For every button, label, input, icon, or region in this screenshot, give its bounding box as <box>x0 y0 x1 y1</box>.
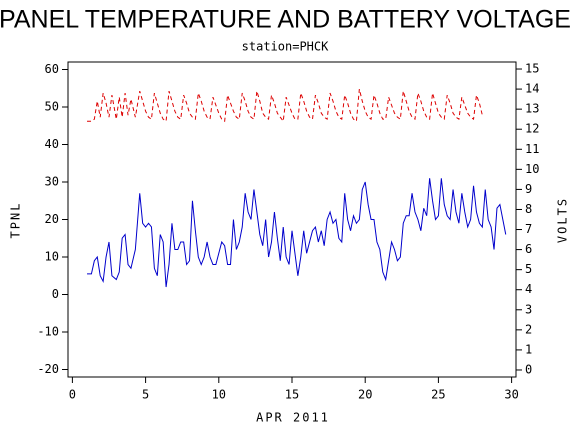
x-tick-label: 5 <box>142 388 149 402</box>
y2-tick-label: 1 <box>525 342 532 356</box>
y2-axis-label: VOLTS <box>556 197 570 243</box>
y-tick-label: -20 <box>37 362 59 376</box>
y2-tick-label: 8 <box>525 202 532 216</box>
x-axis-label: APR 2011 <box>256 411 330 425</box>
y2-tick-label: 15 <box>525 62 539 76</box>
y2-tick-label: 12 <box>525 122 539 136</box>
y2-tick-label: 2 <box>525 322 532 336</box>
y2-tick-label: 3 <box>525 302 532 316</box>
y-tick-label: 60 <box>45 62 59 76</box>
y-tick-label: 50 <box>45 100 59 114</box>
y2-tick-label: 5 <box>525 262 532 276</box>
y-tick-label: 30 <box>45 175 59 189</box>
y2-tick-label: 7 <box>525 222 532 236</box>
x-tick-label: 25 <box>431 388 445 402</box>
x-tick-label: 30 <box>504 388 518 402</box>
y-tick-label: 0 <box>52 287 59 301</box>
x-tick-label: 10 <box>212 388 226 402</box>
y2-tick-label: 6 <box>525 242 532 256</box>
series-line <box>87 88 483 123</box>
y-tick-label: -10 <box>37 325 59 339</box>
plot-frame <box>67 61 517 378</box>
x-tick-label: 0 <box>69 388 76 402</box>
x-tick-label: 20 <box>358 388 372 402</box>
y2-tick-label: 13 <box>525 102 539 116</box>
y-axis-label: TPNL <box>9 202 23 239</box>
y2-tick-label: 0 <box>525 362 532 376</box>
y2-tick-label: 9 <box>525 182 532 196</box>
y2-tick-label: 14 <box>525 82 539 96</box>
chart-title: PANEL TEMPERATURE AND BATTERY VOLTAGE <box>0 6 570 34</box>
y2-tick-label: 10 <box>525 162 539 176</box>
y-tick-label: 20 <box>45 212 59 226</box>
y-tick-label: 10 <box>45 250 59 264</box>
chart-subtitle: station=PHCK <box>242 40 329 54</box>
y2-tick-label: 4 <box>525 282 532 296</box>
series-line <box>87 178 507 288</box>
y-tick-label: 40 <box>45 137 59 151</box>
y2-tick-label: 11 <box>525 142 539 156</box>
x-tick-label: 15 <box>285 388 299 402</box>
